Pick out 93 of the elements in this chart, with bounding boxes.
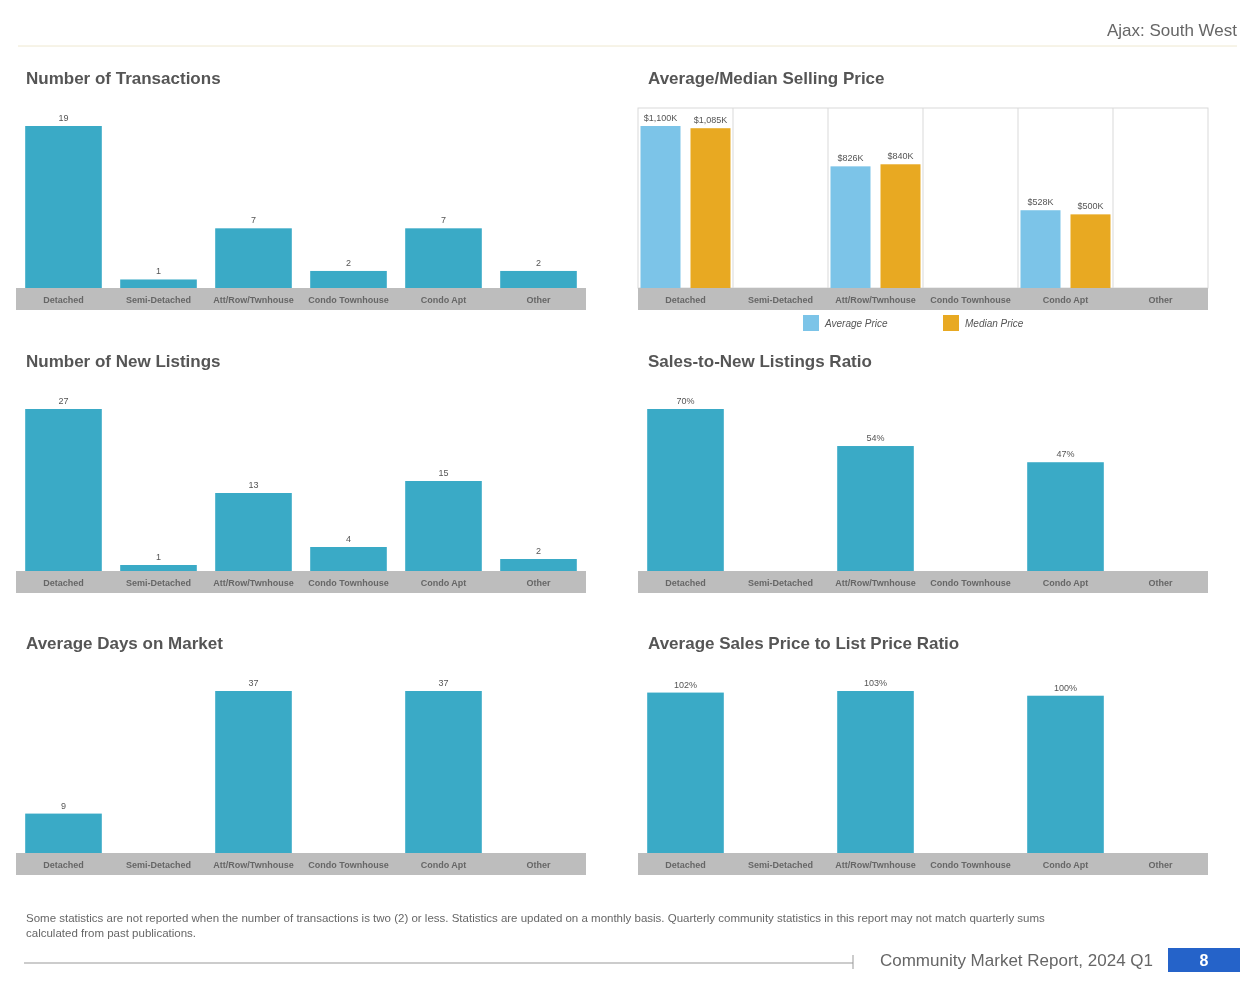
x-tick-label: Detached	[43, 578, 84, 588]
bar	[25, 409, 102, 571]
data-label: 47%	[1056, 449, 1075, 460]
data-label: 1	[155, 552, 162, 562]
x-tick-label: Condo Townhouse	[308, 295, 389, 305]
x-tick-label: Other	[1148, 578, 1173, 588]
data-label: $840K	[887, 151, 914, 162]
bar	[500, 270, 577, 288]
x-tick-label: Detached	[43, 860, 84, 870]
data-label: 7	[250, 215, 257, 226]
bar	[215, 228, 292, 288]
x-tick-label: Att/Row/Twnhouse	[835, 578, 916, 588]
data-label: $1,100K	[643, 113, 678, 123]
x-tick-label: Condo Apt	[420, 295, 467, 305]
chart-title: Average Days on Market	[26, 634, 224, 653]
data-label: $1,085K	[693, 115, 728, 126]
x-tick-label: Semi-Detached	[125, 295, 192, 305]
data-label: 103%	[863, 678, 888, 688]
x-tick-label: Att/Row/Twnhouse	[213, 860, 294, 870]
bar	[690, 128, 731, 288]
x-tick-label: Semi-Detached	[125, 860, 192, 870]
chart-title: Number of Transactions	[26, 69, 221, 88]
chart-title: Average/Median Selling Price	[648, 69, 885, 88]
data-label: 2	[535, 546, 542, 556]
data-label: 37	[438, 678, 449, 688]
data-label: 4	[345, 534, 352, 544]
x-tick-label: Condo Townhouse	[930, 860, 1011, 870]
x-tick-label: Condo Apt	[1042, 295, 1089, 305]
bar	[500, 559, 577, 571]
bar	[405, 481, 482, 571]
x-tick-label: Condo Apt	[1042, 860, 1089, 870]
data-label: 13	[248, 480, 259, 490]
data-label: 100%	[1053, 682, 1078, 693]
bar	[1020, 210, 1061, 288]
data-label: 19	[58, 113, 69, 123]
x-tick-label: Detached	[665, 860, 706, 870]
text: Some statistics are not reported when the number of transactions is two (2) or less. Statistics are updated on a monthly basis. Quarterly community statistics in this report may not match quarterly sums calculated from past publications.	[26, 912, 1046, 939]
data-label: $826K	[837, 153, 864, 164]
bar	[310, 270, 387, 288]
bar	[25, 126, 102, 288]
data-label: 7	[440, 215, 447, 226]
x-tick-label: Semi-Detached	[747, 578, 814, 588]
data-label: 1	[155, 266, 162, 277]
legend-label: Average Price	[824, 318, 889, 329]
bar	[1070, 214, 1111, 288]
bar	[215, 493, 292, 571]
x-tick-label: Condo Apt	[420, 578, 467, 588]
data-label: 37	[248, 678, 259, 688]
data-label: 15	[438, 468, 449, 478]
data-label: $528K	[1027, 197, 1054, 208]
chart-title: Number of New Listings	[26, 352, 221, 371]
x-tick-label: Att/Row/Twnhouse	[213, 295, 294, 305]
x-tick-label: Other	[1148, 860, 1173, 870]
x-tick-label: Condo Townhouse	[308, 578, 389, 588]
data-label: 102%	[673, 679, 698, 690]
text: Community Market Report, 2024 Q1	[879, 951, 1153, 970]
data-label: 54%	[866, 433, 885, 444]
x-tick-label: Att/Row/Twnhouse	[835, 860, 916, 870]
x-tick-label: Detached	[43, 295, 84, 305]
bar	[405, 228, 482, 288]
x-tick-label: Other	[526, 860, 551, 870]
x-tick-label: Semi-Detached	[125, 578, 192, 588]
x-tick-label: Detached	[665, 578, 706, 588]
x-tick-label: Other	[526, 295, 551, 305]
x-tick-label: Semi-Detached	[747, 860, 814, 870]
x-tick-label: Condo Townhouse	[930, 295, 1011, 305]
legend-label: Median Price	[965, 318, 1024, 329]
x-tick-label: Att/Row/Twnhouse	[835, 295, 916, 305]
bar	[640, 126, 681, 288]
chart-title: Sales-to-New Listings Ratio	[648, 352, 872, 371]
x-tick-label: Detached	[665, 295, 706, 305]
chart-title: Average Sales Price to List Price Ratio	[648, 634, 960, 653]
bar	[880, 164, 921, 288]
x-tick-label: Condo Townhouse	[930, 578, 1011, 588]
text: Ajax: South West	[1106, 21, 1238, 40]
data-label: 27	[58, 396, 69, 406]
data-label: 9	[60, 800, 67, 811]
data-label: 70%	[676, 396, 695, 406]
x-tick-label: Condo Apt	[420, 860, 467, 870]
data-label: 2	[535, 257, 542, 268]
data-label: 2	[345, 257, 352, 268]
bar	[120, 279, 197, 288]
x-tick-label: Other	[526, 578, 551, 588]
bar	[120, 565, 197, 571]
bar	[830, 166, 871, 288]
x-tick-label: Att/Row/Twnhouse	[213, 578, 294, 588]
bar	[310, 547, 387, 571]
x-tick-label: Condo Townhouse	[308, 860, 389, 870]
x-tick-label: Semi-Detached	[747, 295, 814, 305]
text: 8	[1199, 952, 1209, 969]
data-label: $500K	[1077, 201, 1104, 212]
x-tick-label: Other	[1148, 295, 1173, 305]
x-tick-label: Condo Apt	[1042, 578, 1089, 588]
